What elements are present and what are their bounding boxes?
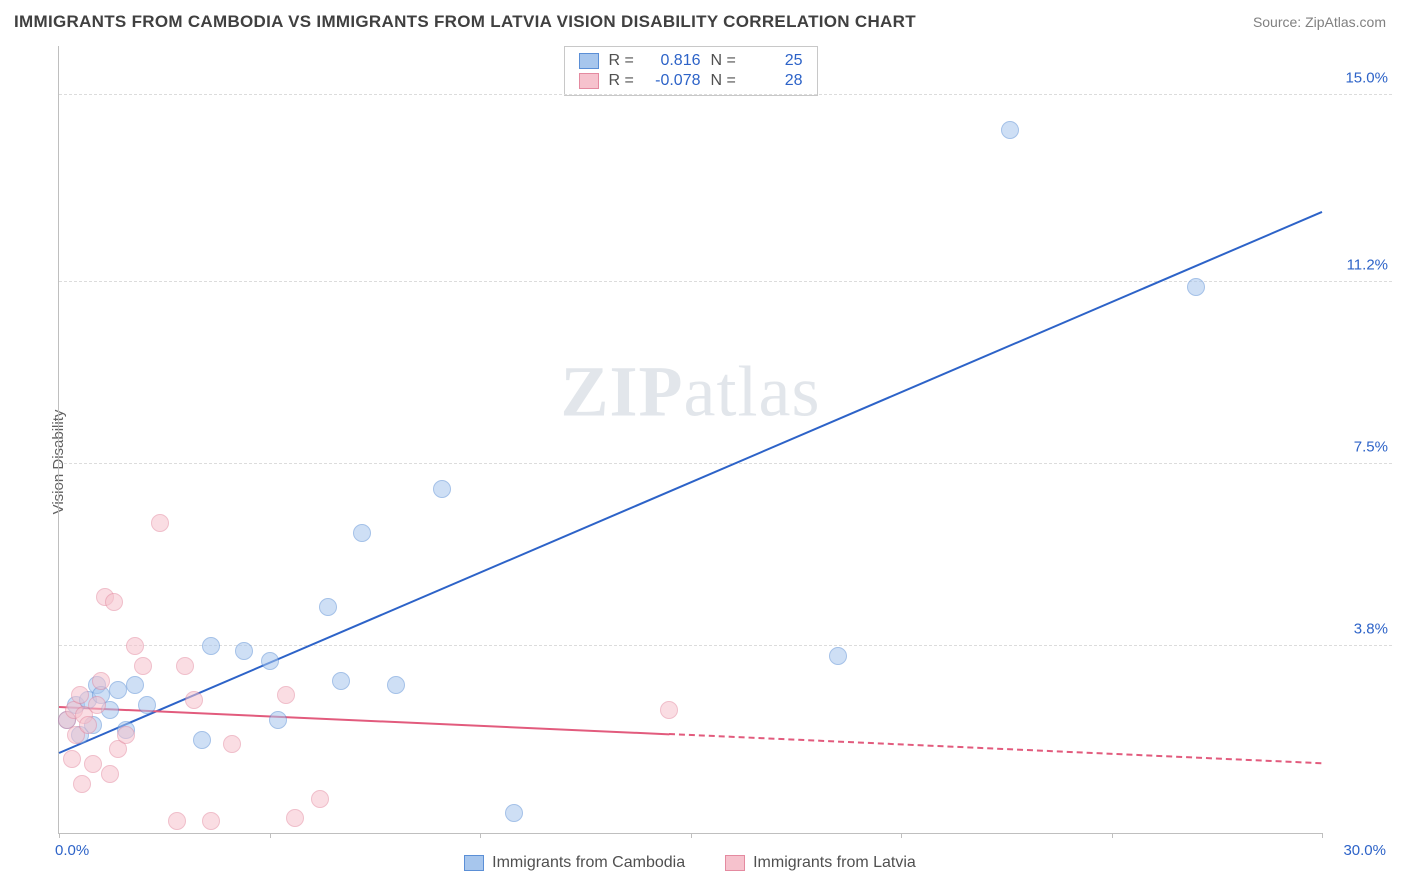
scatter-point: [193, 731, 211, 749]
stat-label: R =: [609, 72, 637, 90]
x-tick-mark: [1322, 833, 1323, 838]
scatter-point: [269, 711, 287, 729]
scatter-point: [311, 790, 329, 808]
chart-container: Vision Disability ZIPatlas R =0.816N =25…: [14, 46, 1392, 878]
scatter-point: [202, 637, 220, 655]
gridline: [59, 94, 1392, 95]
stats-row: R = -0.078 N = 28: [579, 71, 803, 91]
scatter-point: [84, 755, 102, 773]
scatter-point: [79, 716, 97, 734]
gridline: [59, 645, 1392, 646]
stat-label: R =: [609, 52, 637, 70]
gridline: [59, 463, 1392, 464]
x-tick-mark: [1112, 833, 1113, 838]
swatch-icon: [579, 73, 599, 89]
chart-title: IMMIGRANTS FROM CAMBODIA VS IMMIGRANTS F…: [14, 12, 916, 32]
scatter-point: [138, 696, 156, 714]
scatter-point: [126, 637, 144, 655]
legend-label: Immigrants from Latvia: [753, 854, 916, 872]
scatter-point: [235, 642, 253, 660]
scatter-point: [202, 812, 220, 830]
legend-item: Immigrants from Cambodia: [464, 854, 685, 872]
stat-r-value: -0.078: [647, 72, 701, 90]
scatter-point: [88, 696, 106, 714]
bottom-legend: Immigrants from Cambodia Immigrants from …: [58, 854, 1322, 872]
swatch-icon: [725, 855, 745, 871]
swatch-icon: [579, 53, 599, 69]
scatter-point: [101, 765, 119, 783]
x-max-label: 30.0%: [1343, 842, 1386, 859]
stats-legend-box: R = 0.816 N = 25 R = -0.078 N = 28: [564, 46, 818, 96]
scatter-point: [151, 514, 169, 532]
stat-n-value: 28: [749, 72, 803, 90]
stat-label: N =: [711, 52, 739, 70]
source-label: Source: ZipAtlas.com: [1253, 14, 1386, 30]
x-tick-mark: [691, 833, 692, 838]
scatter-point: [660, 701, 678, 719]
y-tick-label: 3.8%: [1354, 621, 1388, 638]
stat-r-value: 0.816: [647, 52, 701, 70]
scatter-point: [71, 686, 89, 704]
scatter-point: [134, 657, 152, 675]
x-tick-mark: [901, 833, 902, 838]
scatter-point: [286, 809, 304, 827]
scatter-point: [277, 686, 295, 704]
legend-item: Immigrants from Latvia: [725, 854, 916, 872]
scatter-point: [63, 750, 81, 768]
scatter-point: [117, 726, 135, 744]
stat-n-value: 25: [749, 52, 803, 70]
watermark: ZIPatlas: [561, 351, 821, 434]
scatter-point: [223, 735, 241, 753]
scatter-point: [1001, 121, 1019, 139]
scatter-point: [387, 676, 405, 694]
scatter-point: [1187, 278, 1205, 296]
scatter-point: [261, 652, 279, 670]
plot-area: ZIPatlas R =0.816N =25R =-0.078N =28 3.8…: [58, 46, 1322, 834]
legend-label: Immigrants from Cambodia: [492, 854, 685, 872]
stats-row: R = 0.816 N = 25: [579, 51, 803, 71]
scatter-point: [126, 676, 144, 694]
y-tick-label: 15.0%: [1345, 70, 1388, 87]
scatter-point: [433, 480, 451, 498]
scatter-point: [176, 657, 194, 675]
scatter-point: [92, 672, 110, 690]
scatter-point: [168, 812, 186, 830]
x-tick-mark: [270, 833, 271, 838]
scatter-point: [505, 804, 523, 822]
scatter-point: [185, 691, 203, 709]
stat-label: N =: [711, 72, 739, 90]
x-tick-mark: [59, 833, 60, 838]
scatter-point: [319, 598, 337, 616]
header: IMMIGRANTS FROM CAMBODIA VS IMMIGRANTS F…: [0, 0, 1406, 40]
trend-line: [669, 733, 1322, 764]
x-tick-mark: [480, 833, 481, 838]
scatter-point: [332, 672, 350, 690]
swatch-icon: [464, 855, 484, 871]
y-tick-label: 11.2%: [1347, 257, 1388, 274]
trend-line: [59, 211, 1323, 754]
scatter-point: [109, 681, 127, 699]
scatter-point: [73, 775, 91, 793]
y-tick-label: 7.5%: [1354, 439, 1388, 456]
scatter-point: [353, 524, 371, 542]
scatter-point: [105, 593, 123, 611]
scatter-point: [829, 647, 847, 665]
